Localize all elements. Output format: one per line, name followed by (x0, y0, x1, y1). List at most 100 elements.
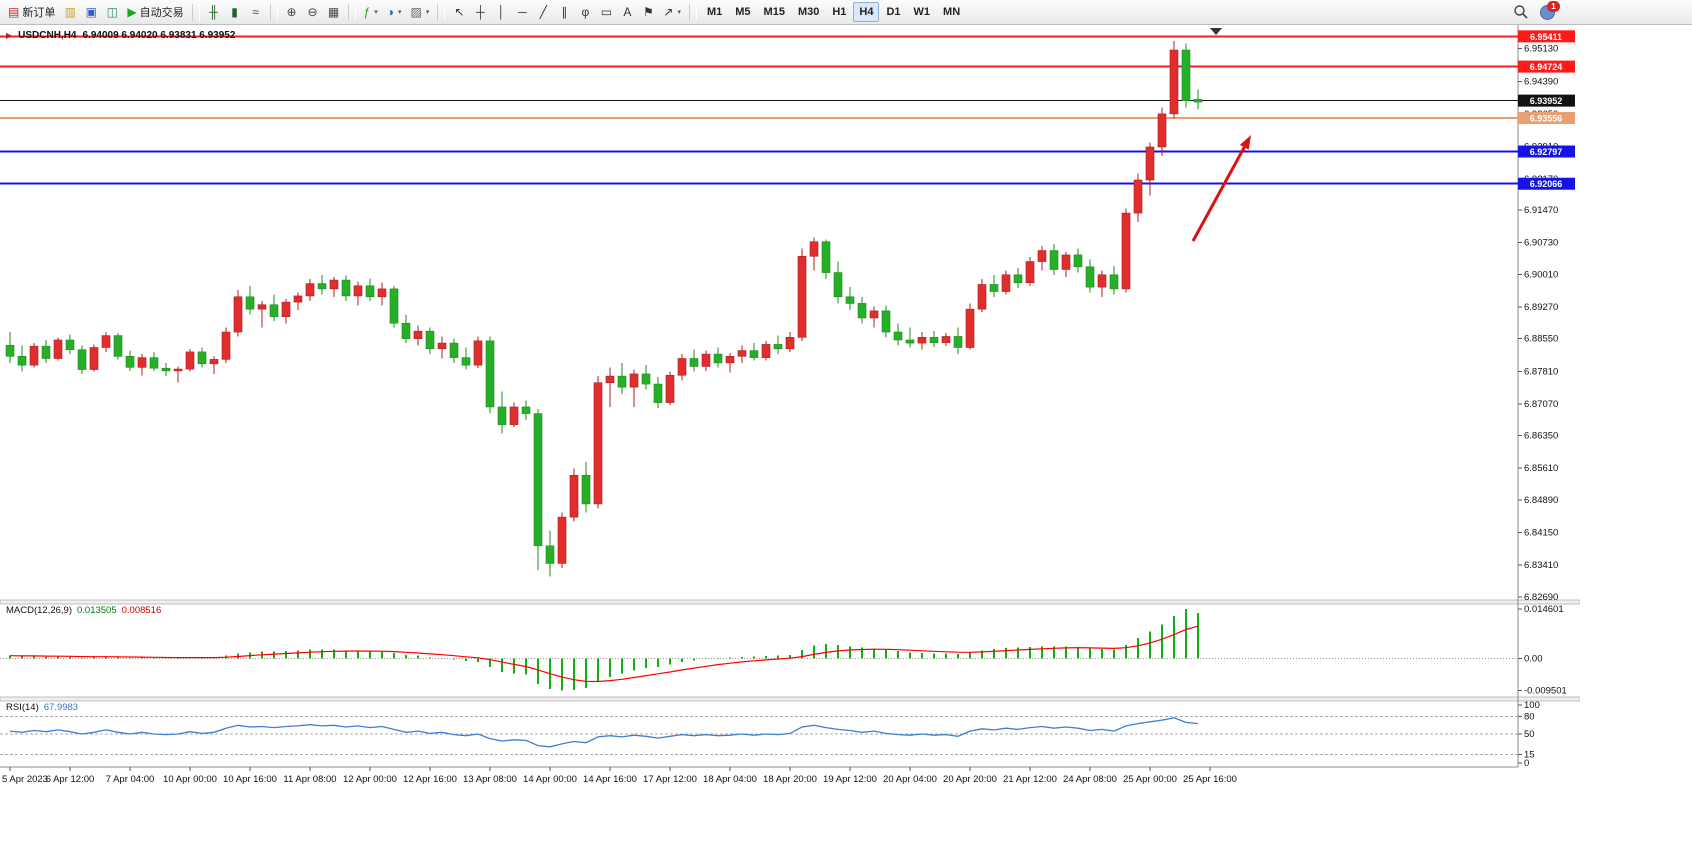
timeframe-m5[interactable]: M5 (729, 2, 756, 22)
arrow-annotation[interactable] (1191, 135, 1251, 242)
vertical-line-button[interactable]: │ (491, 2, 511, 22)
profiles-button[interactable]: ▥ (60, 2, 80, 22)
timeframe-m1-label: M1 (706, 6, 723, 18)
timeframe-m1[interactable]: M1 (701, 2, 728, 22)
market-watch-button[interactable]: ▣ (81, 2, 101, 22)
autotrading-icon: ▶ (127, 5, 137, 19)
indicators-icon: ƒ (363, 5, 371, 19)
trendline-button[interactable]: ╱ (533, 2, 553, 22)
toolbar-group-timeframes: M1 M5 M15 M30 H1 H4 D1 W1 MN (701, 2, 966, 22)
toolbar-right-group: 1 (1512, 1, 1560, 21)
data-window-icon: ◫ (106, 5, 119, 19)
bar-chart-icon: ╫ (209, 5, 218, 19)
svg-text:6.94724: 6.94724 (1530, 62, 1563, 72)
one-click-trading-icon[interactable]: ▶ (6, 31, 13, 40)
crosshair-button[interactable]: ┼ (470, 2, 490, 22)
line-chart-button[interactable]: ≈ (246, 2, 266, 22)
rsi-line (9, 717, 1199, 748)
zoom-out-icon: ⊖ (307, 5, 318, 19)
chart-shift-marker[interactable] (1210, 28, 1222, 35)
alerts-button[interactable]: 1 (1540, 1, 1560, 21)
timeframe-h4[interactable]: H4 (853, 2, 880, 22)
macd-main-value: 0.013505 (77, 605, 117, 616)
timeframe-m5-label: M5 (735, 6, 751, 18)
support-line-3-badge: 6.92066 (1518, 177, 1575, 190)
profiles-icon: ▥ (64, 5, 77, 19)
macd-signal-line (9, 625, 1199, 683)
rsi-value: 67.9983 (43, 702, 79, 713)
timeframe-h4-label: H4 (859, 6, 874, 18)
timeframe-m15[interactable]: M15 (758, 2, 791, 22)
macd-name: MACD(12,26,9) (6, 605, 72, 616)
svg-text:24 Apr 08:00: 24 Apr 08:00 (1063, 774, 1117, 785)
macd-histogram (8, 609, 1200, 691)
svg-text:6.92797: 6.92797 (1530, 147, 1563, 157)
timeframe-w1-label: W1 (913, 6, 931, 18)
toolbar-separator (347, 3, 356, 21)
zoom-in-icon: ⊕ (286, 5, 297, 19)
channel-icon: ∥ (561, 5, 568, 19)
shapes-button[interactable]: ▭ (596, 2, 616, 22)
text-button[interactable]: A (617, 2, 637, 22)
timeframe-d1-label: D1 (886, 6, 901, 18)
price-axis: 6.951306.943906.936506.929106.921706.914… (1518, 44, 1558, 603)
candlestick-chart-button[interactable]: ▮ (225, 2, 245, 22)
bar-chart-button[interactable]: ╫ (204, 2, 224, 22)
svg-text:13 Apr 08:00: 13 Apr 08:00 (463, 774, 517, 785)
toolbar-separator (437, 3, 446, 21)
timeframe-mn[interactable]: MN (937, 2, 966, 22)
horizontal-line-button[interactable]: ─ (512, 2, 532, 22)
svg-text:18 Apr 20:00: 18 Apr 20:00 (763, 774, 817, 785)
svg-text:-0.009501: -0.009501 (1524, 686, 1567, 697)
zoom-out-button[interactable]: ⊖ (303, 2, 323, 22)
cursor-button[interactable]: ↖ (449, 2, 469, 22)
toolbar-group-chart-type: ╫ ▮ ≈ (204, 2, 266, 22)
new-order-button[interactable]: ▤ 新订单 (4, 2, 59, 22)
arrow-tool-button[interactable]: ↗ ▾ (659, 2, 685, 22)
timeframe-h1-label: H1 (832, 6, 847, 18)
svg-text:19 Apr 12:00: 19 Apr 12:00 (823, 774, 877, 785)
tile-windows-button[interactable]: ▦ (324, 2, 344, 22)
autotrading-button[interactable]: ▶ 自动交易 (123, 2, 187, 22)
timeframe-d1[interactable]: D1 (880, 2, 906, 22)
chart-window: 6.951306.943906.936506.929106.921706.914… (0, 25, 1580, 790)
arrow-tool-icon: ↗ (663, 5, 674, 19)
zoom-in-button[interactable]: ⊕ (282, 2, 302, 22)
panel-separator[interactable] (0, 599, 1580, 605)
period-button[interactable]: ◑ ▾ (383, 2, 406, 22)
crosshair-icon: ┼ (476, 5, 485, 19)
template-button[interactable]: ▨ ▾ (407, 2, 434, 22)
fibonacci-button[interactable]: φ (575, 2, 595, 22)
macd-indicator-label: MACD(12,26,9) 0.013505 0.008516 (6, 605, 161, 616)
svg-text:6.82690: 6.82690 (1524, 592, 1558, 603)
resistance-line-2-badge: 6.94724 (1518, 60, 1575, 73)
toolbar-group-standard: ▤ 新订单 ▥ ▣ ◫ ▶ 自动交易 (4, 2, 188, 22)
text-icon: A (623, 5, 632, 19)
panel-separator[interactable] (0, 696, 1580, 702)
caret-down-icon: ▾ (398, 9, 402, 16)
rsi-indicator-label: RSI(14) 67.9983 (6, 702, 78, 713)
chart-symbol-label: ▶ USDCNH,H4 6.94009 6.94020 6.93831 6.93… (6, 30, 235, 41)
svg-text:6 Apr 12:00: 6 Apr 12:00 (46, 774, 95, 785)
svg-text:21 Apr 12:00: 21 Apr 12:00 (1003, 774, 1057, 785)
search-button[interactable] (1512, 3, 1530, 21)
label-button[interactable]: ⚑ (638, 2, 658, 22)
indicators-button[interactable]: ƒ ▾ (360, 2, 382, 22)
svg-text:6.95130: 6.95130 (1524, 44, 1558, 55)
resistance-line-1-badge: 6.95411 (1518, 30, 1575, 43)
timeframe-w1[interactable]: W1 (908, 2, 937, 22)
horizontal-line-icon: ─ (518, 5, 527, 19)
svg-text:6.84890: 6.84890 (1524, 495, 1558, 506)
support-line-1-badge: 6.93556 (1518, 112, 1575, 125)
data-window-button[interactable]: ◫ (102, 2, 122, 22)
timeframe-m30[interactable]: M30 (792, 2, 825, 22)
chart-canvas[interactable]: 6.951306.943906.936506.929106.921706.914… (0, 25, 1580, 790)
channel-button[interactable]: ∥ (554, 2, 574, 22)
toolbar: ▤ 新订单 ▥ ▣ ◫ ▶ 自动交易 ╫ ▮ ≈ ⊕ ⊖ ▦ ƒ ▾ ◑ ▾ ▨ ▾ ↖ ┼ │ ─ ╱ ∥ φ ▭ A ⚑ ↗ ▾ M1 M5… (0, 0, 1692, 25)
svg-text:6.91470: 6.91470 (1524, 205, 1558, 216)
timeframe-h1[interactable]: H1 (826, 2, 852, 22)
svg-text:6.84150: 6.84150 (1524, 528, 1558, 539)
svg-text:17 Apr 12:00: 17 Apr 12:00 (643, 774, 697, 785)
candlestick-series (5, 41, 1203, 577)
